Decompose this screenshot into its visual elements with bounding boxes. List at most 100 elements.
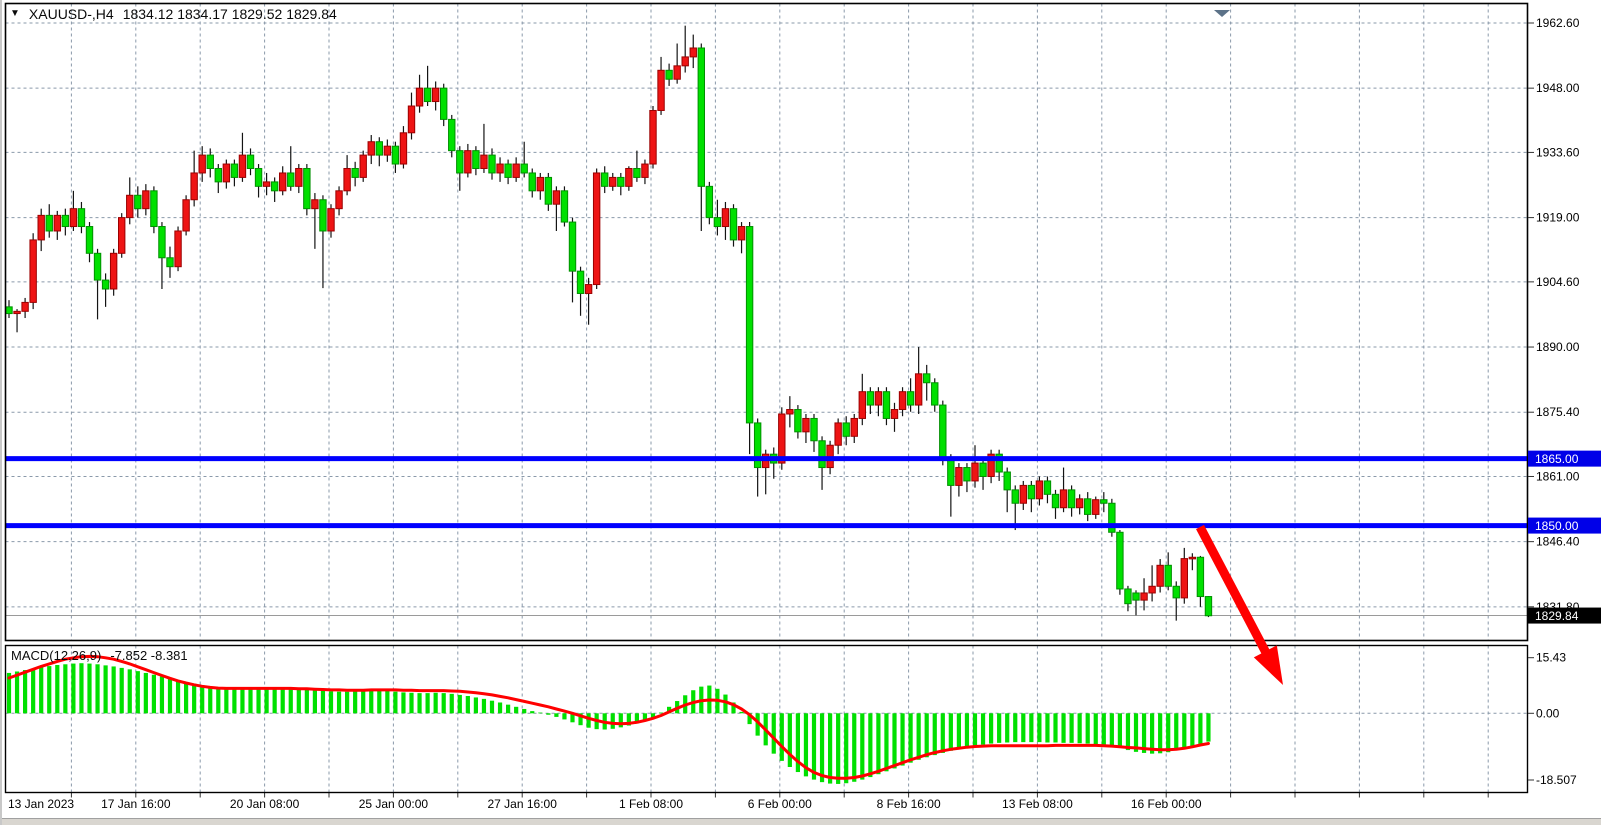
macd-bar: [103, 665, 108, 714]
macd-bar: [747, 713, 752, 725]
macd-bar: [868, 713, 873, 778]
candle-up: [914, 373, 923, 406]
svg-text:13 Feb 08:00: 13 Feb 08:00: [1002, 797, 1073, 811]
macd-bar: [224, 688, 229, 714]
macd-bar: [570, 713, 575, 723]
macd-bar: [1117, 713, 1122, 748]
candle-down: [270, 181, 279, 192]
macd-bar: [908, 713, 913, 763]
svg-text:1904.60: 1904.60: [1536, 275, 1580, 289]
candle-up: [69, 208, 78, 228]
macd-bar: [497, 702, 503, 714]
macd-bar: [1158, 713, 1163, 754]
macd-bar: [417, 693, 422, 714]
macd-bar: [972, 713, 978, 746]
macd-bar: [47, 666, 52, 714]
candle-up: [37, 214, 45, 241]
svg-text:17 Jan 16:00: 17 Jan 16:00: [101, 797, 171, 811]
candle-up: [609, 176, 617, 187]
macd-bar: [111, 666, 116, 714]
macd-bar: [1141, 713, 1147, 753]
candle-down: [576, 270, 585, 294]
macd-bar: [530, 711, 535, 714]
candle-down: [1116, 531, 1124, 590]
macd-bar: [836, 713, 841, 784]
candle-down: [158, 226, 166, 259]
svg-text:1865.00: 1865.00: [1535, 452, 1579, 466]
candle-down: [697, 47, 705, 187]
macd-bar: [345, 691, 350, 714]
candle-up: [1188, 556, 1197, 560]
candle-up: [13, 310, 21, 315]
macd-bar: [14, 671, 20, 714]
candle-down: [1164, 564, 1172, 587]
macd-bar: [184, 682, 189, 714]
candle-down: [528, 172, 536, 192]
candle-down: [230, 163, 239, 178]
svg-text:1919.00: 1919.00: [1536, 211, 1580, 225]
candle-down: [1204, 596, 1213, 617]
macd-bar: [1182, 713, 1187, 749]
candle-up: [142, 190, 150, 210]
macd-bar: [1101, 713, 1106, 746]
candle-up: [343, 167, 351, 192]
macd-bar: [433, 692, 438, 714]
candle-up: [689, 47, 697, 58]
macd-bar: [1013, 713, 1018, 743]
macd-bar: [449, 693, 454, 714]
candle-down: [456, 150, 464, 174]
candle-down: [134, 194, 142, 210]
candle-up: [673, 65, 681, 80]
macd-bar: [844, 713, 849, 784]
candle-down: [287, 172, 295, 187]
svg-text:6 Feb 00:00: 6 Feb 00:00: [748, 797, 812, 811]
svg-text:1962.60: 1962.60: [1536, 16, 1580, 30]
symbol-dropdown-icon[interactable]: ▼: [10, 8, 20, 19]
candle-down: [568, 221, 577, 272]
macd-bar: [900, 713, 905, 766]
macd-bar: [1005, 713, 1010, 743]
candle-down: [1100, 499, 1108, 504]
candle-down: [1108, 502, 1116, 533]
candle-up: [53, 214, 61, 232]
candle-up: [552, 190, 561, 205]
svg-text:8 Feb 16:00: 8 Feb 16:00: [877, 797, 941, 811]
price-tag-1865.00: 1865.00: [1528, 450, 1601, 467]
price-axis: 1962.60 1948.00 1933.60 1919.00 1904.60 1890.…: [1528, 16, 1580, 787]
candle-down: [391, 145, 400, 165]
macd-bar: [401, 692, 406, 714]
candle-down: [601, 172, 609, 187]
candle-down: [665, 69, 673, 80]
candle-down: [1011, 489, 1019, 504]
macd-bar: [79, 663, 84, 714]
macd-bar: [425, 693, 430, 714]
macd-bar: [1125, 713, 1131, 751]
candle-down: [440, 87, 448, 120]
candle-up: [1148, 585, 1156, 594]
macd-bar: [1109, 713, 1114, 747]
candle-down: [1196, 556, 1205, 598]
macd-bar: [39, 667, 44, 714]
svg-text:1875.40: 1875.40: [1536, 405, 1580, 419]
trend-down-arrow[interactable]: [1196, 524, 1283, 685]
candle-up: [512, 163, 520, 178]
macd-bar: [192, 683, 197, 714]
chart-shift-marker[interactable]: [1214, 10, 1230, 17]
candle-down: [5, 306, 13, 315]
macd-bar: [980, 713, 986, 745]
candle-down: [254, 167, 263, 187]
candle-down: [472, 150, 480, 169]
macd-bar: [151, 674, 156, 714]
macd-bar: [916, 713, 921, 760]
candle-down: [1043, 480, 1052, 495]
macd-bar: [932, 713, 937, 756]
candle-down: [1067, 489, 1076, 509]
macd-bar: [626, 713, 631, 726]
candle-down: [214, 167, 223, 183]
candle-down: [866, 391, 875, 406]
macd-bar: [361, 690, 366, 714]
macd-bar: [514, 706, 519, 714]
macd-bar: [71, 663, 76, 714]
candle-down: [947, 458, 955, 486]
